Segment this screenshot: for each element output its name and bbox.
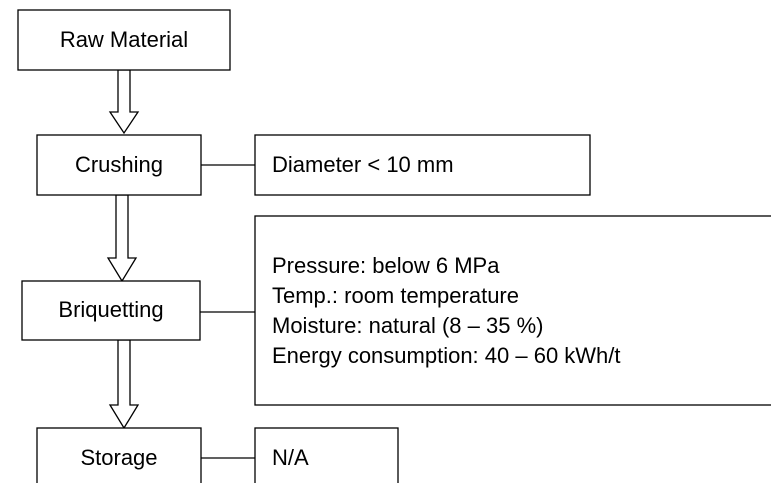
note-text: Pressure: below 6 MPa xyxy=(272,253,500,278)
note-text: Energy consumption: 40 – 60 kWh/t xyxy=(272,343,621,368)
arrow xyxy=(108,69,140,135)
arrow xyxy=(108,339,140,430)
note-text: Temp.: room temperature xyxy=(272,283,519,308)
process-label: Crushing xyxy=(75,152,163,177)
note-text: N/A xyxy=(272,445,309,470)
process-box xyxy=(36,427,202,483)
process-box xyxy=(21,280,201,341)
process-box xyxy=(17,9,231,71)
arrow xyxy=(106,194,138,283)
note-box xyxy=(254,134,591,196)
process-box xyxy=(36,134,202,196)
note-box xyxy=(254,215,771,406)
note-text: Diameter < 10 mm xyxy=(272,152,454,177)
note-box xyxy=(254,427,399,483)
process-label: Raw Material xyxy=(60,27,188,52)
note-text: Moisture: natural (8 – 35 %) xyxy=(272,313,543,338)
process-label: Briquetting xyxy=(58,297,163,322)
process-label: Storage xyxy=(80,445,157,470)
